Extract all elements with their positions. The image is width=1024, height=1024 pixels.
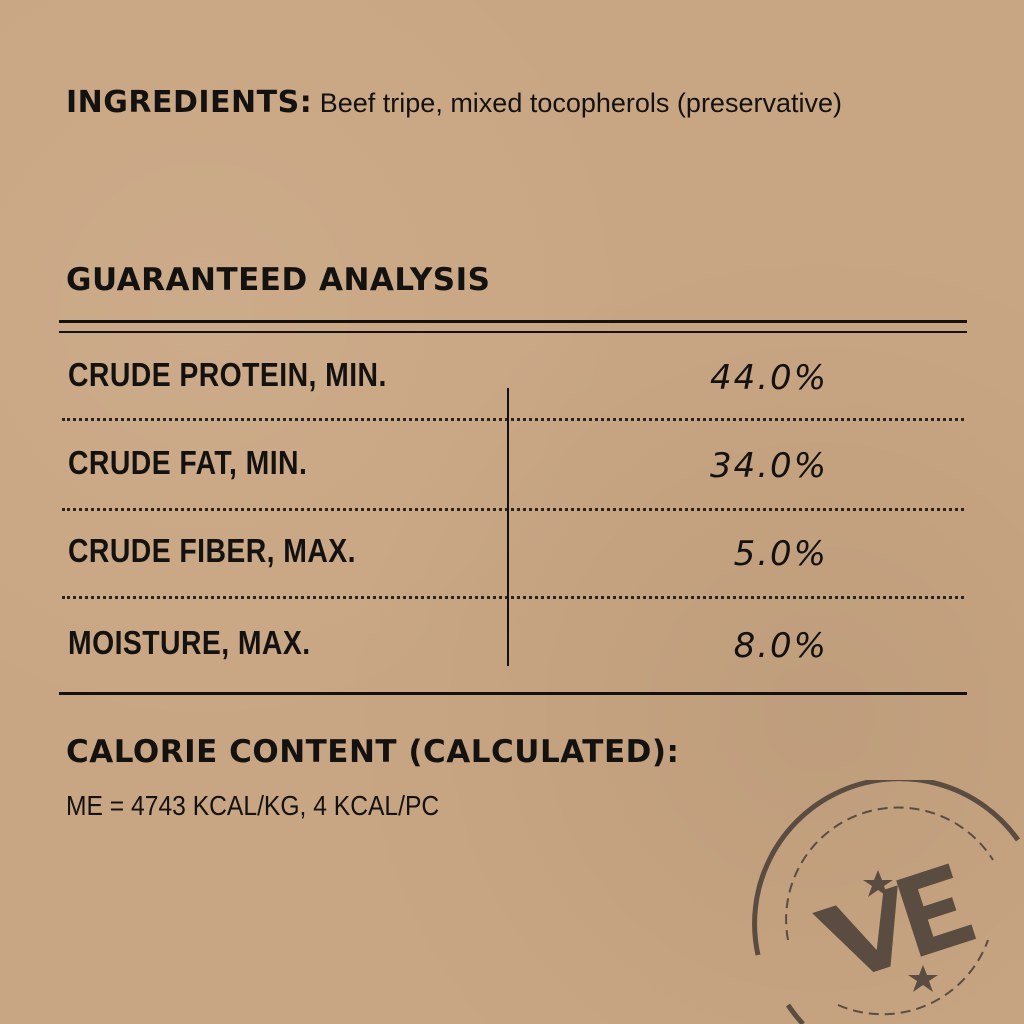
- ingredients-label: INGREDIENTS:: [66, 85, 313, 120]
- ve-logo-mark: [812, 863, 977, 973]
- row-label: CRUDE FAT, MIN.: [68, 444, 308, 481]
- dotted-divider: [62, 418, 964, 421]
- star-icon: [908, 965, 938, 992]
- row-value: 5.0%: [733, 534, 828, 574]
- calorie-title: CALORIE CONTENT (CALCULATED):: [66, 734, 680, 770]
- bottom-rule: [59, 692, 967, 695]
- row-value: 34.0%: [709, 446, 828, 486]
- row-value: 44.0%: [709, 358, 828, 398]
- calorie-text: ME = 4743 KCAL/KG, 4 KCAL/PC: [66, 790, 440, 821]
- row-value: 8.0%: [733, 626, 828, 666]
- row-label: CRUDE FIBER, MAX.: [68, 532, 356, 569]
- dotted-divider: [62, 596, 964, 599]
- ingredients-text: Beef tripe, mixed tocopherols (preservat…: [319, 88, 842, 118]
- dotted-divider: [62, 508, 964, 511]
- top-rule: [59, 320, 967, 323]
- butcher-cut-protein-stamp: [752, 780, 1021, 1024]
- row-label: MOISTURE, MAX.: [68, 624, 311, 661]
- row-label: CRUDE PROTEIN, MIN.: [68, 356, 387, 393]
- column-divider: [507, 388, 509, 666]
- ingredients: INGREDIENTS: Beef tripe, mixed tocophero…: [66, 82, 866, 124]
- star-icons: [863, 870, 938, 992]
- top-rule-thin: [59, 331, 967, 333]
- analysis-title: GUARANTEED ANALYSIS: [66, 262, 491, 298]
- star-icon: [863, 870, 893, 897]
